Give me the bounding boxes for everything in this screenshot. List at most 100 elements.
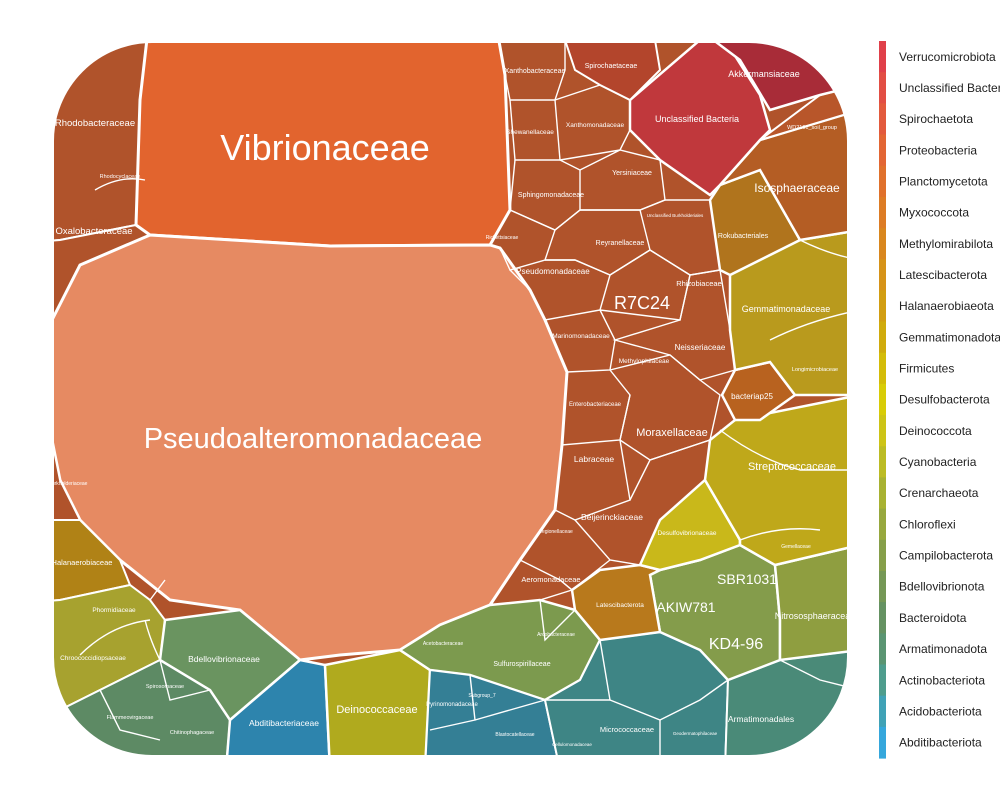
cell-label: Rhodocyclaceae (100, 174, 141, 180)
cell-label: Xanthobacteraceae (505, 68, 566, 75)
legend-swatch (879, 633, 886, 666)
plot-border (50, 39, 851, 759)
cell-label: Yersiniaceae (612, 170, 652, 177)
legend-label: Chloroflexi (899, 517, 956, 531)
cell-label: Unclassified Bacteria (655, 114, 739, 124)
legend-swatch (879, 695, 886, 728)
cell-label: KD4-96 (709, 636, 763, 653)
cell-label: WD2101_soil_group (787, 125, 837, 131)
legend-label: Methylomirabilota (899, 237, 993, 251)
legend-swatch (879, 196, 886, 229)
cell-label: Isosphaeraceae (754, 181, 840, 195)
cell-label: Xanthomonadaceae (566, 122, 625, 129)
cell-label: Acetobacteraceae (423, 641, 464, 647)
legend-label: Spirochaetota (899, 112, 973, 126)
legend-label: Latescibacterota (899, 268, 987, 282)
legend-label: Actinobacteriota (899, 673, 985, 687)
legend-swatch (879, 664, 886, 697)
cell-label: Marinomonadaceae (552, 333, 610, 340)
legend-swatch (879, 228, 886, 260)
cell-label: Desulfovibrionaceae (658, 530, 717, 537)
cell-label: Longimicrobiaceae (792, 367, 838, 373)
cell-label: Rokubacteriales (718, 233, 769, 240)
legend-label: Desulfobacterota (899, 393, 990, 407)
legend-swatch (879, 570, 886, 603)
cell-label: Nitrososphaeraceae (775, 611, 856, 621)
cell-label: Geodermatophilaceae (673, 731, 718, 736)
cell-label: Phormidiaceae (92, 607, 136, 614)
legend-label: Myxococcota (899, 206, 969, 220)
cell-label: Latescibacterota (596, 602, 644, 609)
legend-label: Cyanobacteria (899, 455, 977, 469)
cell-label: Spirochaetaceae (585, 63, 638, 70)
cell-label: Halanaerobiaceae (52, 558, 113, 567)
legend-swatch (879, 103, 886, 136)
cell-shape (759, 83, 849, 141)
cell-label: Rickettsiaceae (486, 235, 519, 241)
cell-label: Shewanellaceae (506, 129, 554, 136)
cell-label: Abditibacteriaceae (249, 718, 319, 728)
legend-swatch (879, 165, 886, 198)
cell-label: Subgroup_7 (468, 693, 495, 699)
legend-swatch (879, 508, 886, 541)
legend-swatch (879, 415, 886, 447)
legend-label: Abditibacteriota (899, 736, 982, 750)
cell-label: Sulfurospirillaceae (493, 661, 550, 668)
cell-label: Rhizobiaceae (676, 279, 721, 288)
cell-label: Oxalobacteraceae (55, 226, 132, 237)
legend-swatch (879, 321, 886, 354)
legend-label: Armatimonadota (899, 642, 987, 656)
legend: Verrucomicrobiota Unclassified Bacteria Sp… (879, 41, 1000, 759)
legend-swatch (879, 383, 886, 416)
cell-label: Burkholderiaceae (49, 481, 88, 487)
legend-swatch (879, 446, 886, 479)
legend-swatch (879, 352, 886, 385)
legend-label: Proteobacteria (899, 143, 977, 157)
cell-label: Methylophilaceae (619, 358, 670, 365)
cell-label: Flammeovirgaceae (107, 715, 154, 721)
cell-label: Beijerinckiaceae (581, 512, 643, 522)
cell-label: Neisseriaceae (675, 343, 726, 352)
legend-swatch (879, 477, 886, 510)
legend-label: Verrucomicrobiota (899, 50, 996, 64)
legend-label: Planctomycetota (899, 174, 988, 188)
cell-label: Sphingomonadaceae (518, 192, 584, 199)
cell-label: Labraceae (574, 454, 614, 464)
cell-label: AKIW781 (656, 599, 715, 615)
legend-label: Firmicutes (899, 362, 954, 376)
cell-label: Blastocatellaceae (495, 732, 534, 738)
legend-swatch (879, 259, 886, 291)
legend-label: Crenarchaeota (899, 486, 979, 500)
cell-label: bacteriap25 (731, 392, 773, 401)
cell-label: Enterobacteriaceae (569, 402, 622, 408)
cell-label: Chroococcidiopsaceae (60, 655, 126, 662)
legend-label: Halanaerobiaeota (899, 299, 994, 313)
legend-swatch (879, 134, 886, 167)
cell-label: R7C24 (614, 293, 670, 313)
legend-label: Deinococcota (899, 424, 972, 438)
legend-color-bar (879, 41, 886, 759)
legend-swatch (879, 72, 886, 104)
cell-label: Pseudoalteromonadaceae (144, 423, 483, 455)
inner-boundaries (79, 41, 849, 757)
legend-swatch (879, 290, 886, 323)
cell-label: Chitinophagaceae (170, 730, 214, 736)
cell-label: Vibrionaceae (220, 127, 430, 168)
legend-label: Gemmatimonadota (899, 330, 1000, 344)
cell-label: Bdellovibrionaceae (188, 654, 260, 664)
cell-label: Reyranellaceae (596, 240, 645, 247)
cell-label: Moraxellaceae (636, 427, 708, 439)
cell-label: Streptococcaceae (748, 461, 836, 473)
cell-label: Unclassified Burkholderiales (647, 213, 704, 218)
cell-labels: Vibrionaceae Pseudoalteromonadaceae R7C2… (49, 63, 856, 747)
legend-label: Bdellovibrionota (899, 580, 985, 594)
cell-label: Arcobacteraceae (537, 632, 575, 638)
legend-labels: Verrucomicrobiota Unclassified Bacteria Sp… (899, 50, 1000, 750)
cell-label: Pseudomonadaceae (516, 267, 590, 276)
cell-label: Aeromonadaceae (521, 575, 580, 584)
legend-swatch (879, 539, 886, 572)
cell-shape (628, 41, 772, 197)
cell-label: Akkermansiaceae (728, 69, 800, 79)
cell-label: SBR1031 (717, 571, 777, 587)
